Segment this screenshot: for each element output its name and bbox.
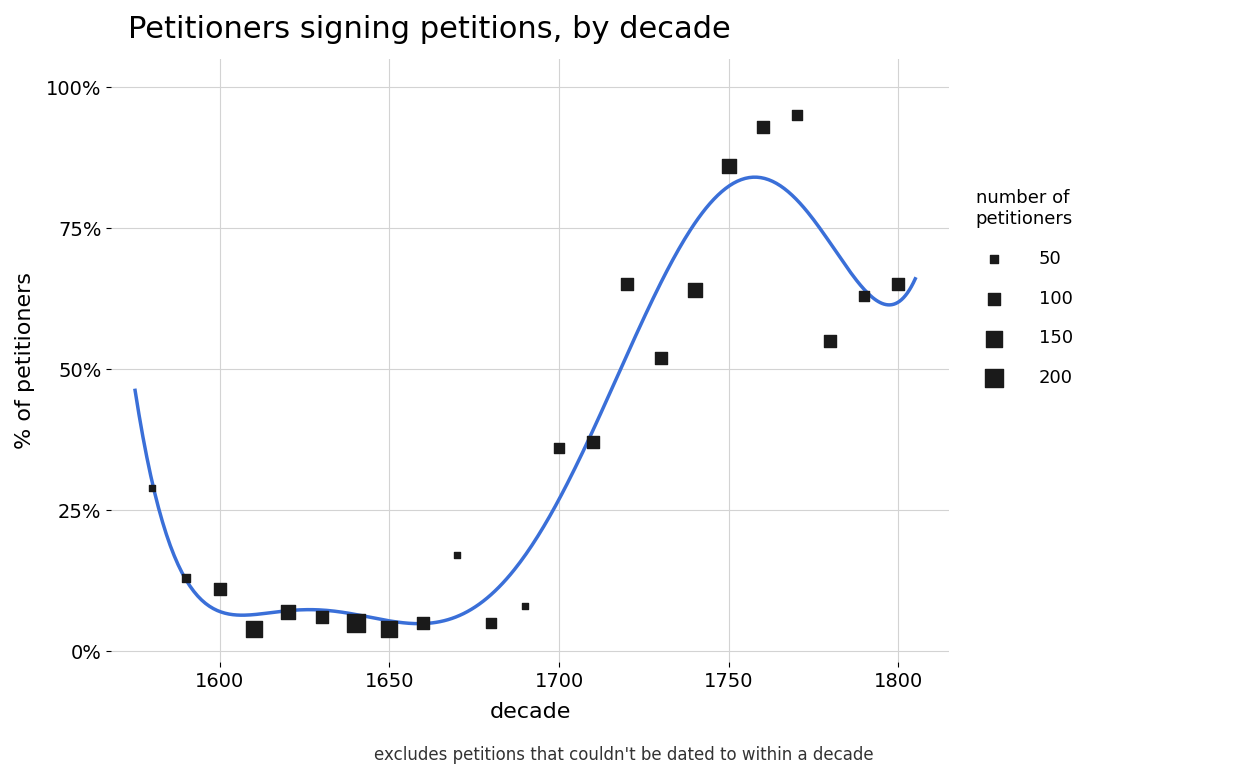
X-axis label: decade: decade [489, 702, 570, 722]
Point [617, 278, 636, 290]
Point [176, 571, 196, 584]
Point [786, 109, 806, 121]
Point [312, 611, 332, 624]
Point [685, 284, 705, 296]
Point [413, 617, 433, 629]
Point [855, 290, 875, 302]
Point [379, 622, 399, 634]
Point [243, 622, 263, 634]
Text: excludes petitions that couldn't be dated to within a decade: excludes petitions that couldn't be date… [374, 746, 874, 764]
Point [583, 436, 603, 449]
Y-axis label: % of petitioners: % of petitioners [15, 272, 35, 449]
Point [549, 442, 569, 454]
Point [210, 583, 230, 595]
Point [346, 617, 366, 629]
Point [889, 278, 909, 290]
Point [651, 352, 671, 364]
Point [753, 121, 773, 133]
Point [820, 335, 840, 347]
Point [515, 600, 535, 612]
Point [482, 617, 502, 629]
Point [447, 549, 467, 561]
Point [278, 605, 298, 617]
Point [719, 160, 739, 172]
Legend: 50, 100, 150, 200: 50, 100, 150, 200 [966, 180, 1082, 396]
Point [142, 482, 162, 494]
Text: Petitioners signing petitions, by decade: Petitioners signing petitions, by decade [129, 15, 731, 44]
